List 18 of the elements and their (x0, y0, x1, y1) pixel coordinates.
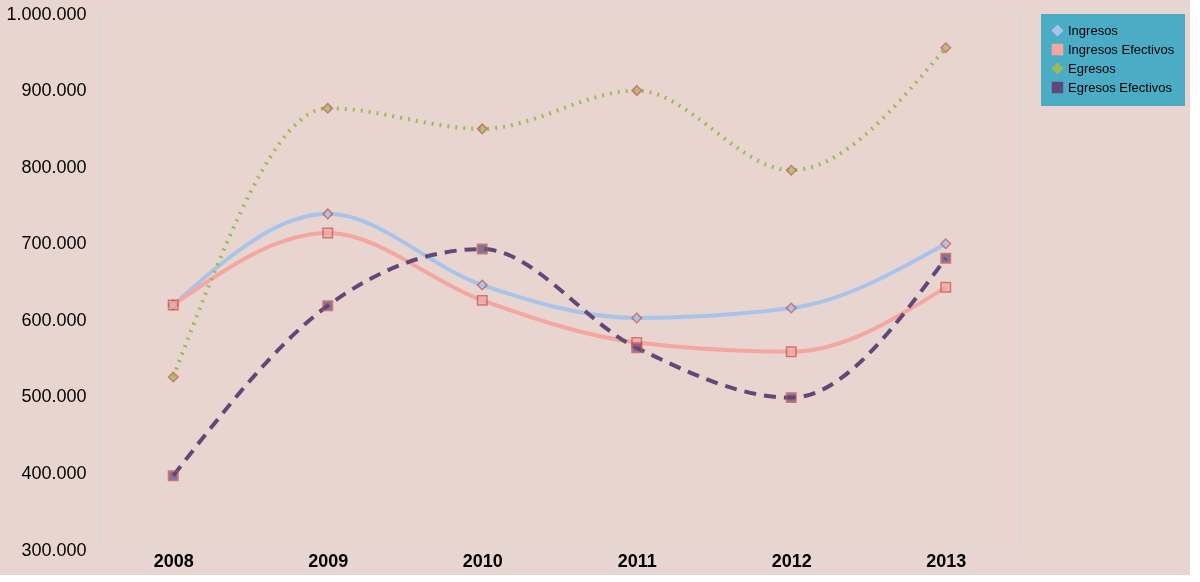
x-tick-label: 2012 (771, 550, 812, 571)
y-tick-label: 900.000 (21, 80, 87, 101)
x-tick-label: 2010 (462, 550, 503, 571)
y-tick-label: 700.000 (21, 233, 87, 254)
x-tick-label: 2011 (617, 550, 657, 571)
legend-label: Egresos Efectivos (1068, 79, 1173, 95)
x-tick-label: 2013 (926, 550, 967, 571)
legend-label: Ingresos (1068, 22, 1119, 38)
legend-label: Ingresos Efectivos (1068, 41, 1175, 57)
y-tick-label: 600.000 (21, 309, 87, 330)
y-tick-label: 300.000 (21, 539, 87, 560)
y-tick-label: 500.000 (21, 386, 87, 407)
legend-label: Egresos (1068, 60, 1117, 76)
y-tick-label: 400.000 (21, 462, 87, 483)
x-tick-label: 2008 (153, 550, 194, 571)
y-tick-label: 1.000.000 (6, 3, 87, 24)
x-tick-label: 2009 (308, 550, 349, 571)
y-tick-label: 800.000 (21, 156, 87, 177)
